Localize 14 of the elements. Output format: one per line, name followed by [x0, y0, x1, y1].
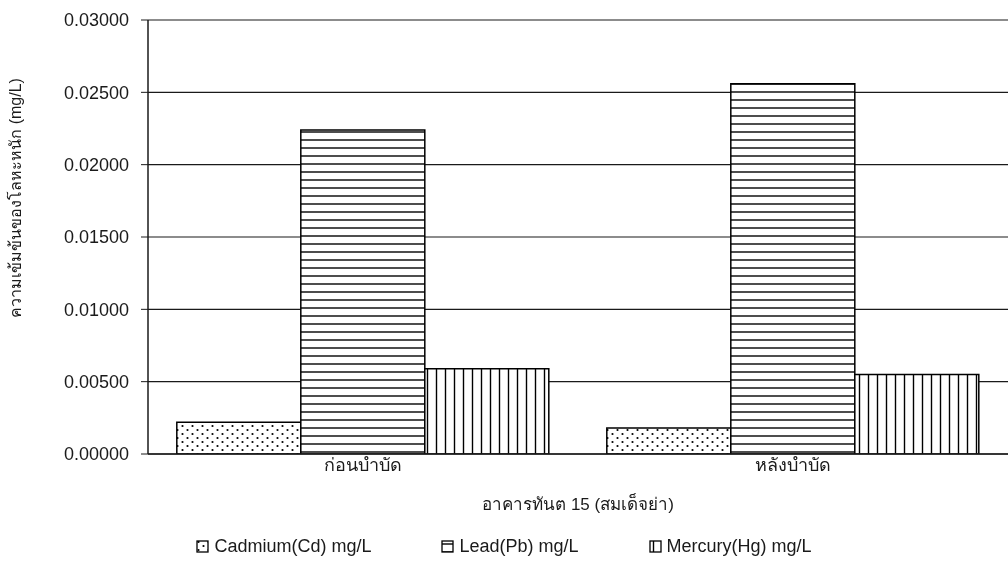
y-tick-label: 0.01000	[63, 299, 129, 320]
legend-label: Mercury(Hg) mg/L	[666, 536, 812, 557]
x-tick-label: ก่อนบำบัด	[324, 454, 402, 475]
y-tick-label: 0.01500	[63, 227, 129, 248]
y-tick-label: 0.02000	[63, 155, 129, 176]
y-tick-label: 0.00000	[63, 444, 129, 465]
legend-label: Lead(Pb) mg/L	[459, 536, 579, 557]
y-tick-label: 0.03000	[63, 10, 129, 31]
y-axis-title: ความเข้มข้นของโลหะหนัก (mg/L)	[6, 78, 25, 318]
y-tick-label: 0.02500	[63, 82, 129, 103]
x-tick-label: หลังบำบัด	[755, 454, 831, 475]
legend-label: Cadmium(Cd) mg/L	[214, 536, 372, 557]
x-axis-title: อาคารทันต 15 (สมเด็จย่า)	[482, 493, 674, 514]
y-tick-label: 0.00500	[63, 372, 129, 393]
